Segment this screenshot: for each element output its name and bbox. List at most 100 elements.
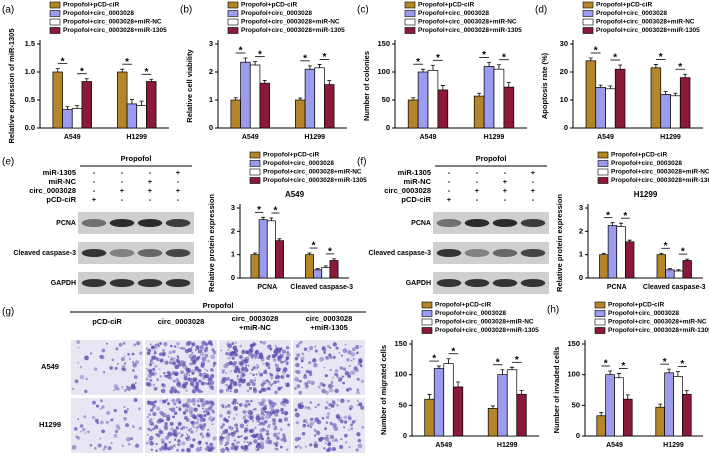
cell [121,357,125,362]
cell [210,386,215,391]
cell [266,356,271,360]
cell [248,441,253,445]
cell [265,414,270,419]
cell [199,345,204,350]
cell [210,344,213,347]
cell [177,346,180,348]
cell [302,419,306,423]
y-tick-label: 3 [579,203,583,212]
cell [193,354,197,358]
cell [309,422,314,427]
cell [299,379,302,383]
cell [113,408,117,413]
cell [153,349,156,352]
error-bar [129,99,134,104]
blot-band [137,249,163,257]
cell [122,342,126,345]
error-bar [616,373,621,378]
y-axis-label: Apoptosis rate (%) [540,52,549,119]
cell [340,438,343,441]
cell [317,385,321,389]
cell [85,377,89,381]
cell [114,429,119,434]
cell [175,426,180,430]
cell [188,369,192,373]
cell [195,388,200,392]
cell [310,380,315,386]
cell [274,447,277,450]
cell [177,390,181,394]
cell [252,366,256,370]
cell [324,442,327,445]
y-axis-label: Relative cell viability [185,48,194,122]
legend-label: Propofol+circ_0003028 [596,10,667,17]
bar [117,71,128,129]
error-bar [659,252,664,255]
legend-label: Propofol+pCD-ciR [435,302,491,309]
panel-label: (f) [357,157,366,168]
cell [149,361,152,363]
cell [245,368,249,372]
legend-swatch [227,1,239,9]
blot-strip [78,272,194,294]
cell [167,355,170,358]
y-tick-label: 0 [564,123,568,132]
panel-label: (b) [180,5,192,16]
cell [220,425,224,429]
cell [138,351,143,356]
cell [190,401,193,403]
cell [227,410,232,415]
cell [165,398,169,402]
cell [355,345,360,350]
x-tick-label: A549 [606,442,623,449]
error-bar [490,405,495,409]
cell [248,410,254,415]
cell [254,377,256,379]
cell [187,429,191,432]
cell [134,360,139,365]
cell [166,417,171,422]
cell [79,374,85,380]
cell [352,357,355,360]
bar [656,254,666,279]
cell [342,367,347,372]
cell [267,439,273,445]
cell [350,370,356,376]
cell [328,353,332,357]
cell [212,436,217,441]
cell [316,419,322,425]
column-label: pCD-ciR [92,317,122,326]
cell [275,425,277,428]
cell [73,427,78,431]
cell [146,416,149,419]
cell [130,383,136,389]
cell [131,361,135,364]
cell [191,342,196,347]
cell [177,421,182,427]
cell [197,349,202,354]
cell [263,429,266,432]
cell [313,440,318,445]
condition-sign: - [476,195,479,204]
cell [183,375,188,380]
cell [158,368,161,370]
cell [274,412,279,417]
cell [71,445,77,450]
condition-label: circ_0003028 [384,186,431,195]
error-bar [667,368,672,373]
cell [285,345,290,350]
x-tick-label: H1299 [304,134,325,141]
cell [106,410,111,415]
bar [437,89,449,129]
cell [178,439,181,442]
cell [274,380,277,383]
cell [220,433,223,436]
cell [220,379,225,385]
error-bar [627,239,632,242]
y-tick-label: 0.5 [25,95,35,104]
y-axis-label: Relative protein expression [207,194,216,292]
cell [259,428,264,433]
cell [233,439,237,442]
condition-sign: - [504,195,507,204]
cell [269,374,274,378]
